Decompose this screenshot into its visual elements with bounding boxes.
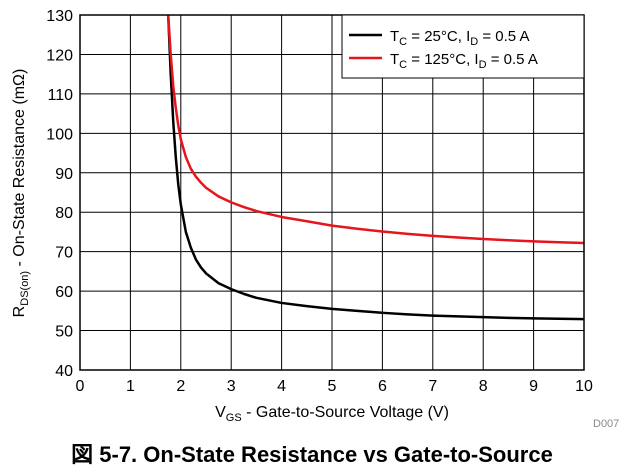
y-tick-label: 70 bbox=[55, 245, 73, 262]
y-tick-label: 50 bbox=[55, 324, 73, 341]
series-line-0 bbox=[166, 14, 585, 321]
y-tick-label: 110 bbox=[47, 87, 73, 104]
x-tick-label: 3 bbox=[227, 378, 236, 395]
series-line-1 bbox=[166, 14, 585, 245]
y-axis-label: RDS(on) - On-State Resistance (mΩ) bbox=[11, 69, 31, 318]
y-tick-label: 120 bbox=[46, 47, 73, 64]
figure-code: D007 bbox=[593, 418, 619, 430]
y-tick-label: 130 bbox=[46, 8, 73, 25]
plot-frame bbox=[79, 14, 585, 371]
x-tick-label: 4 bbox=[277, 378, 286, 395]
legend-label-125c: TC = 125°C, ID = 0.5 A bbox=[390, 51, 538, 71]
x-tick-label: 8 bbox=[479, 378, 488, 395]
legend: TC = 25°C, ID = 0.5 A TC = 125°C, ID = 0… bbox=[341, 14, 585, 79]
x-tick-label: 9 bbox=[529, 378, 538, 395]
x-tick-label: 0 bbox=[76, 378, 85, 395]
x-tick-label: 6 bbox=[378, 378, 387, 395]
legend-box bbox=[341, 14, 585, 79]
y-tick-label: 60 bbox=[55, 284, 73, 301]
x-tick-labels: 0 1 2 3 4 5 6 7 8 9 10 bbox=[76, 378, 593, 395]
figure-caption: 図 5-7. On-State Resistance vs Gate-to-So… bbox=[71, 442, 553, 467]
y-tick-label: 40 bbox=[55, 363, 73, 380]
y-tick-label: 100 bbox=[46, 126, 73, 143]
x-tick-label: 10 bbox=[575, 378, 593, 395]
legend-label-25c: TC = 25°C, ID = 0.5 A bbox=[390, 28, 530, 48]
x-tick-label: 5 bbox=[328, 378, 337, 395]
x-tick-label: 7 bbox=[428, 378, 437, 395]
x-tick-label: 1 bbox=[126, 378, 135, 395]
series-lines bbox=[166, 14, 585, 321]
y-tick-label: 80 bbox=[55, 205, 73, 222]
x-axis-label: VGS - Gate-to-Source Voltage (V) bbox=[215, 404, 449, 424]
x-tick-label: 2 bbox=[176, 378, 185, 395]
y-tick-labels: 40 50 60 70 80 90 100 110 120 130 bbox=[46, 8, 73, 380]
y-tick-label: 90 bbox=[55, 166, 73, 183]
